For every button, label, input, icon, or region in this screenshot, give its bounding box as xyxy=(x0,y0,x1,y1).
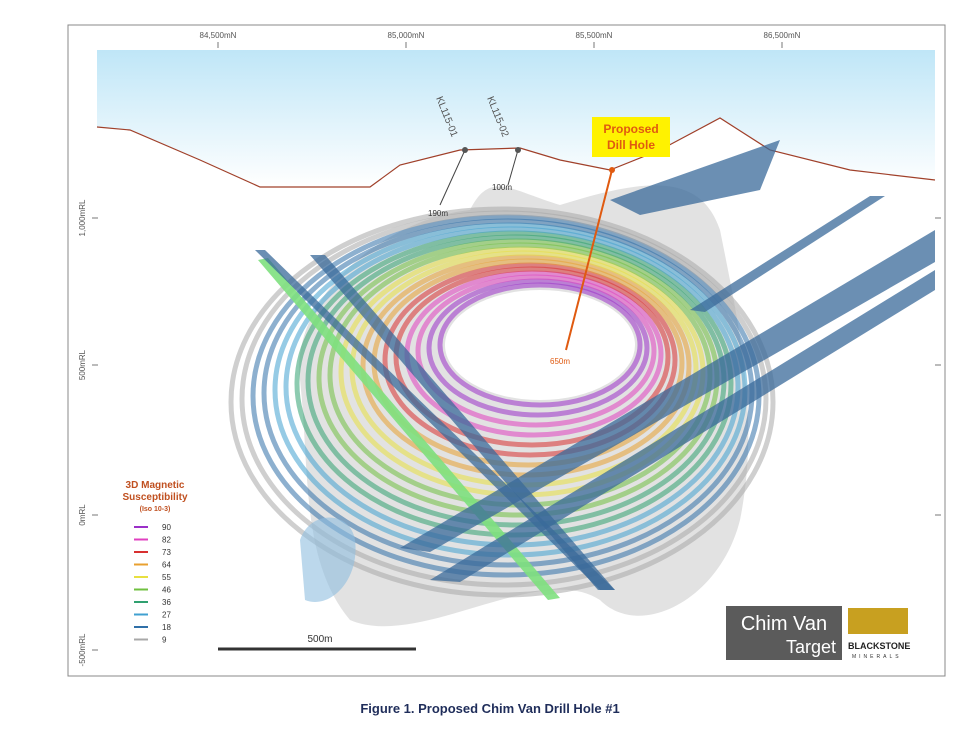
legend-label: 46 xyxy=(162,586,171,595)
legend-label: 9 xyxy=(162,636,167,645)
legend-label: 27 xyxy=(162,611,171,620)
axis-label: 86,500mN xyxy=(764,31,801,40)
legend-title: 3D Magnetic xyxy=(126,480,185,491)
axis-label: 1,000mRL xyxy=(78,199,87,236)
depth-label: 100m xyxy=(492,183,512,192)
axis-label: 85,000mN xyxy=(388,31,425,40)
axis-label: -500mRL xyxy=(78,633,87,666)
legend: 90 82 73 64 55 46 36 27 18 9 xyxy=(134,523,171,645)
blue-zone xyxy=(610,140,780,215)
iso-shell xyxy=(228,206,776,598)
drill-hole xyxy=(507,149,519,186)
axis-label: 0mRL xyxy=(78,504,87,526)
axis-label: 500mRL xyxy=(78,349,87,380)
legend-title: Susceptibility xyxy=(122,492,187,503)
iso-shell xyxy=(415,274,657,428)
iso-shell xyxy=(382,262,678,458)
blue-body xyxy=(300,517,356,602)
drill-hole xyxy=(439,149,466,206)
scale-label: 500m xyxy=(307,634,332,645)
depth-label: 650m xyxy=(550,357,570,366)
legend-label: 64 xyxy=(162,561,171,570)
ticks xyxy=(92,42,941,651)
core xyxy=(445,290,635,400)
legend-label: 18 xyxy=(162,623,171,632)
depth-label: 190m xyxy=(428,209,448,218)
logo-text: Chim Van xyxy=(741,613,827,635)
iso-shell xyxy=(426,278,650,418)
collar xyxy=(462,147,468,153)
collar xyxy=(609,167,615,173)
legend-label: 90 xyxy=(162,523,171,532)
blue-zone xyxy=(690,196,885,312)
legend-title: (Iso 10-3) xyxy=(140,506,171,513)
blue-zone xyxy=(400,230,935,552)
axis-label: 85,500mN xyxy=(576,31,613,40)
callout xyxy=(592,117,670,157)
axis-label: 84,500mN xyxy=(200,31,237,40)
logo-text: MINERALS xyxy=(852,654,902,660)
proposed-hole xyxy=(565,169,613,351)
callout-text: Proposed xyxy=(603,122,658,136)
sky xyxy=(97,50,935,187)
caption: Figure 1. Proposed Chim Van Drill Hole #… xyxy=(360,701,619,716)
legend-label: 36 xyxy=(162,598,171,607)
logo-text: Target xyxy=(786,637,836,657)
iso-shell xyxy=(393,266,671,448)
iso-shell xyxy=(239,210,769,588)
blue-zone xyxy=(310,255,615,590)
iso-shell xyxy=(437,282,643,408)
legend-label: 82 xyxy=(162,536,171,545)
logo-mark xyxy=(848,608,908,634)
legend-label: 73 xyxy=(162,548,171,557)
logo-box xyxy=(726,606,842,660)
logo-text: BLACKSTONE xyxy=(848,641,910,651)
collar xyxy=(515,147,521,153)
blue-zone xyxy=(430,270,935,582)
callout-text: Dill Hole xyxy=(607,138,655,152)
legend-label: 55 xyxy=(162,573,171,582)
